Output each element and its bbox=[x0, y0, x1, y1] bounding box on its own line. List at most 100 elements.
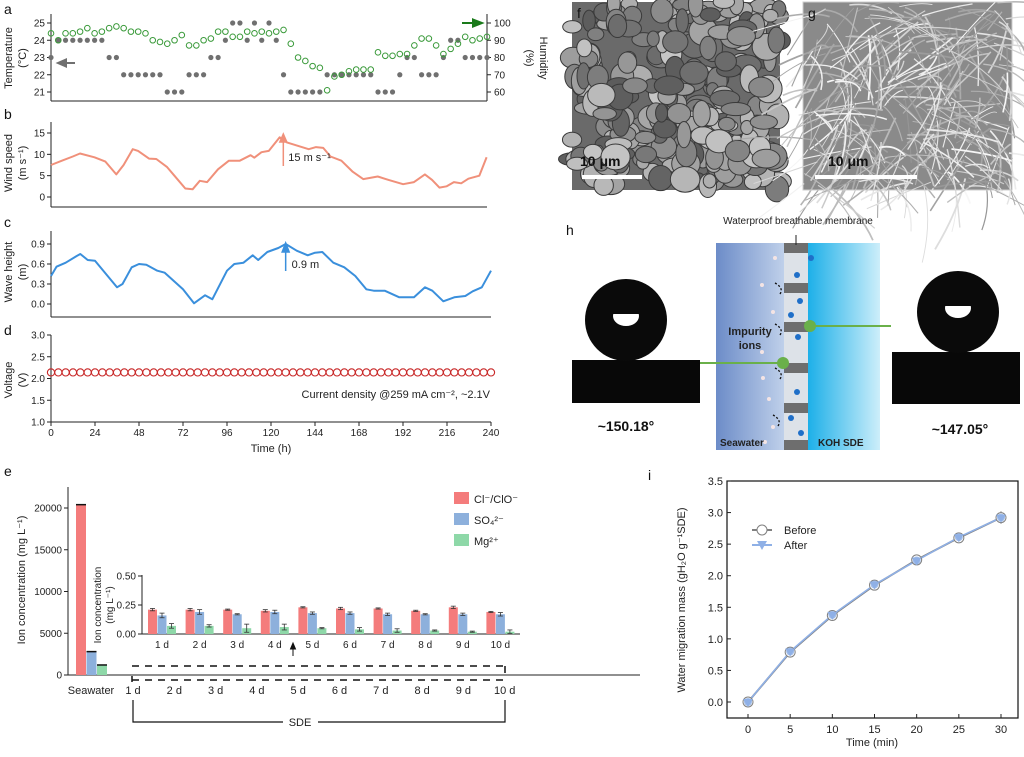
fiber bbox=[948, 1, 996, 53]
y-tick-label: 0.00 bbox=[117, 630, 137, 641]
fiber bbox=[753, 183, 805, 222]
voltage-point bbox=[354, 368, 364, 377]
fiber bbox=[988, 128, 1024, 143]
temperature-point bbox=[62, 37, 69, 43]
fiber bbox=[989, 143, 1012, 166]
fiber bbox=[971, 172, 993, 199]
grain bbox=[751, 148, 781, 169]
y-tick-label: 0.5 bbox=[708, 665, 723, 677]
sem-image-g: g 10 μm bbox=[733, 0, 1024, 263]
water-molecule bbox=[808, 255, 814, 261]
koh-sde-label: KOH SDE bbox=[818, 438, 864, 449]
contact-angle-image-right bbox=[892, 271, 1020, 404]
humidity-point bbox=[69, 30, 77, 37]
fiber bbox=[938, 45, 1004, 91]
fiber bbox=[923, 15, 939, 54]
y2-axis-label: (%) bbox=[523, 49, 535, 66]
fiber bbox=[968, 177, 1024, 206]
y-tick-label: 0.9 bbox=[31, 240, 45, 251]
voltage-point bbox=[340, 368, 349, 377]
humidity-point bbox=[127, 28, 135, 35]
fiber bbox=[921, 185, 929, 263]
fiber bbox=[978, 147, 993, 190]
voltage-point bbox=[486, 368, 496, 377]
water-molecule bbox=[794, 272, 800, 278]
after-point bbox=[912, 556, 921, 565]
fiber bbox=[1001, 26, 1024, 52]
fiber bbox=[929, 159, 965, 212]
voltage-point bbox=[134, 368, 144, 377]
humidity-point bbox=[476, 35, 484, 42]
temperature-point bbox=[382, 89, 388, 95]
bar bbox=[167, 625, 176, 634]
fiber bbox=[993, 42, 1024, 56]
fiber bbox=[836, 141, 866, 187]
fiber bbox=[973, 26, 980, 87]
humidity-point bbox=[381, 52, 389, 60]
voltage-point bbox=[457, 368, 466, 377]
humidity-point bbox=[222, 28, 229, 35]
y-tick-label: 23 bbox=[34, 53, 46, 64]
seawater-region bbox=[716, 243, 784, 450]
legend-marker bbox=[757, 541, 767, 550]
fiber bbox=[946, 58, 964, 90]
fiber bbox=[752, 13, 817, 32]
fiber bbox=[950, 174, 957, 233]
humidity-point bbox=[374, 49, 382, 56]
bar bbox=[307, 613, 317, 634]
x-tick-label: 2 d bbox=[167, 685, 182, 697]
impurity-ion bbox=[771, 425, 775, 429]
fiber bbox=[733, 136, 814, 141]
fiber bbox=[956, 170, 1005, 185]
voltage-point bbox=[252, 368, 261, 377]
voltage-point bbox=[472, 368, 481, 377]
fiber bbox=[901, 79, 922, 101]
legend-label: Before bbox=[784, 525, 816, 537]
impurity-ion bbox=[771, 310, 775, 314]
fiber bbox=[924, 119, 942, 163]
temperature-point bbox=[128, 72, 134, 78]
x-tick-label: 24 bbox=[89, 428, 101, 439]
koh-sde-region bbox=[806, 243, 880, 450]
fiber bbox=[927, 86, 936, 116]
impurity-ion bbox=[763, 440, 767, 444]
scale-bar bbox=[582, 175, 642, 179]
grain bbox=[679, 60, 709, 85]
bar bbox=[298, 607, 308, 634]
fiber bbox=[853, 115, 874, 164]
arrow-up-icon bbox=[289, 641, 297, 656]
x-tick-label: 192 bbox=[395, 428, 412, 439]
humidity-point bbox=[483, 33, 491, 41]
fiber bbox=[842, 169, 886, 206]
temperature-point bbox=[179, 89, 185, 95]
bar bbox=[458, 614, 468, 634]
fiber bbox=[884, 154, 963, 163]
humidity-point bbox=[411, 42, 418, 49]
fiber bbox=[927, 140, 941, 170]
humidity-point bbox=[440, 50, 447, 58]
bar bbox=[411, 610, 421, 634]
humidity-point bbox=[178, 31, 186, 39]
fiber bbox=[926, 128, 999, 143]
impurity-ion bbox=[760, 350, 764, 354]
voltage-point bbox=[127, 368, 136, 377]
x-axis-label: Time (h) bbox=[251, 443, 292, 455]
fiber bbox=[753, 161, 818, 185]
fiber bbox=[884, 49, 912, 72]
voltage-point bbox=[208, 368, 217, 377]
fiber bbox=[943, 70, 964, 106]
temperature-point bbox=[113, 54, 119, 61]
fiber bbox=[870, 14, 934, 38]
y-tick-label: 2.0 bbox=[708, 571, 723, 583]
fiber bbox=[834, 80, 862, 92]
y-tick-label: 2.5 bbox=[31, 352, 45, 363]
voltage-point bbox=[237, 368, 246, 377]
voltage-point bbox=[76, 368, 85, 377]
voltage-point bbox=[318, 368, 327, 377]
bar bbox=[279, 627, 289, 634]
temperature-point bbox=[201, 72, 207, 78]
fiber bbox=[807, 8, 827, 18]
humidity-point bbox=[396, 50, 404, 58]
temperature-point bbox=[266, 20, 272, 26]
y-tick-label: 0.0 bbox=[708, 697, 723, 709]
